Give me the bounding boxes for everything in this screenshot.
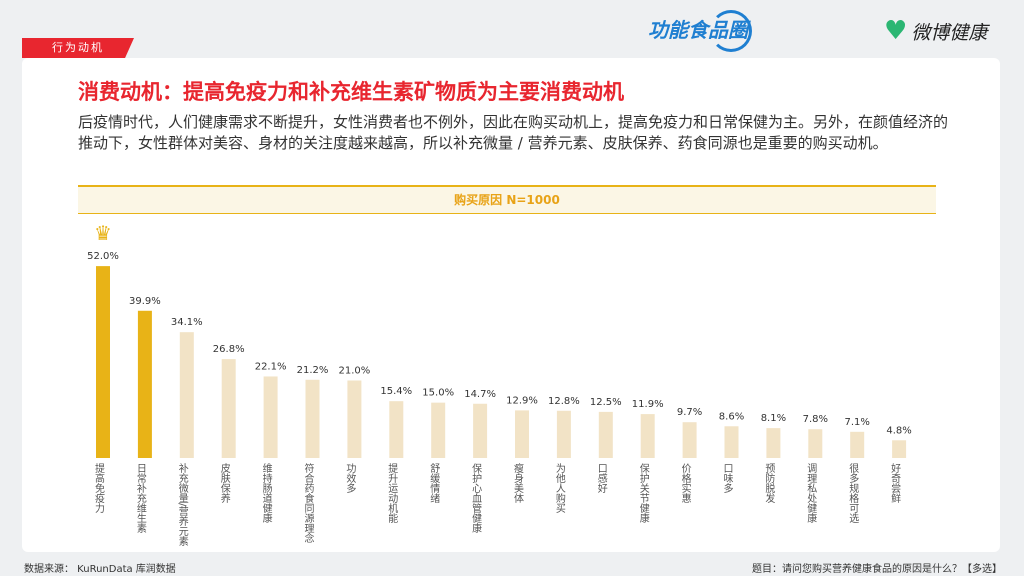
bar <box>850 431 865 458</box>
category-label: 为他人购买 <box>553 463 565 514</box>
chart-title: 购买原因 N=1000 <box>78 185 936 214</box>
category-label: 调理私处健康 <box>805 463 817 523</box>
bar <box>724 426 739 458</box>
bar <box>515 410 529 458</box>
category-label: 好奇尝鲜 <box>889 463 901 504</box>
category-label: 预防脱发 <box>763 463 775 504</box>
category-label: 口味多 <box>721 463 733 494</box>
bar <box>766 428 781 458</box>
category-label: 保护心血管健康 <box>470 462 482 533</box>
logo-functional-food: 功能食品圈 <box>648 10 752 52</box>
bar <box>137 310 152 458</box>
heart-plus-icon: ♥ <box>884 16 908 46</box>
page-title: 消费动机：提高免疫力和补充维生素矿物质为主要消费动机 <box>78 80 624 104</box>
data-label: 21.0% <box>339 366 371 377</box>
section-tag: 行为动机 <box>22 38 134 58</box>
data-label: 34.1% <box>171 317 203 328</box>
data-label: 7.8% <box>803 414 828 425</box>
data-label: 4.8% <box>886 425 911 436</box>
category-label: 保护关节健康 <box>637 462 649 523</box>
category-label: 舒缓情绪 <box>428 462 440 504</box>
data-label: 22.1% <box>255 361 287 372</box>
data-label: 12.9% <box>506 395 538 406</box>
bar <box>389 401 404 458</box>
question-note: 题目：请问您购买营养健康食品的原因是什么？【多选】 <box>752 564 1002 575</box>
data-label: 14.7% <box>464 389 496 400</box>
data-label: 11.9% <box>632 399 664 410</box>
bar <box>556 410 571 458</box>
bar <box>305 379 320 458</box>
data-label: 26.8% <box>213 344 245 355</box>
bar <box>808 429 823 458</box>
content-card <box>22 58 1000 552</box>
category-label: 提高免疫力 <box>93 463 105 514</box>
data-source: 数据来源： KuRunData 库润数据 <box>24 564 176 575</box>
category-label: 日常补充维生素 <box>134 463 146 533</box>
category-label: 提升运动机能 <box>386 463 398 524</box>
bar <box>598 411 613 458</box>
data-label: 12.8% <box>548 396 580 407</box>
bar <box>96 266 110 458</box>
bar <box>682 422 697 458</box>
category-label: 价格实惠 <box>679 463 691 503</box>
category-label: 补充微量/营养元素 <box>176 462 188 547</box>
data-label: 21.2% <box>297 365 329 376</box>
data-label: 8.6% <box>719 411 744 422</box>
category-label: 维持肠道健康 <box>260 462 272 523</box>
bar <box>263 376 278 458</box>
category-label: 很多规格可选 <box>847 462 859 524</box>
category-label: 符合药食同源理念 <box>302 462 314 543</box>
bar <box>431 402 446 458</box>
bar <box>473 403 488 458</box>
category-label: 瘦身美体 <box>512 462 524 504</box>
bar <box>179 332 194 458</box>
data-label: 15.0% <box>422 388 454 399</box>
bar <box>221 359 236 458</box>
crown-icon: ♛ <box>94 221 112 245</box>
bar <box>347 380 362 458</box>
logo-weibo-health: ♥ 微博健康 <box>884 16 988 46</box>
data-label: 39.9% <box>129 296 161 307</box>
category-label: 口感好 <box>595 463 607 494</box>
data-label: 8.1% <box>761 413 786 424</box>
data-label: 9.7% <box>677 407 702 418</box>
data-label: 52.0% <box>87 251 119 262</box>
data-label: 7.1% <box>844 417 869 428</box>
category-label: 皮肤保养 <box>218 462 230 504</box>
description: 后疫情时代，人们健康需求不断提升，女性消费者也不例外，因此在购买动机上，提高免疫… <box>78 113 949 152</box>
bar <box>640 414 655 458</box>
category-label: 功效多 <box>344 463 356 494</box>
data-label: 12.5% <box>590 397 622 408</box>
data-label: 15.4% <box>380 386 412 397</box>
bar <box>892 440 907 458</box>
